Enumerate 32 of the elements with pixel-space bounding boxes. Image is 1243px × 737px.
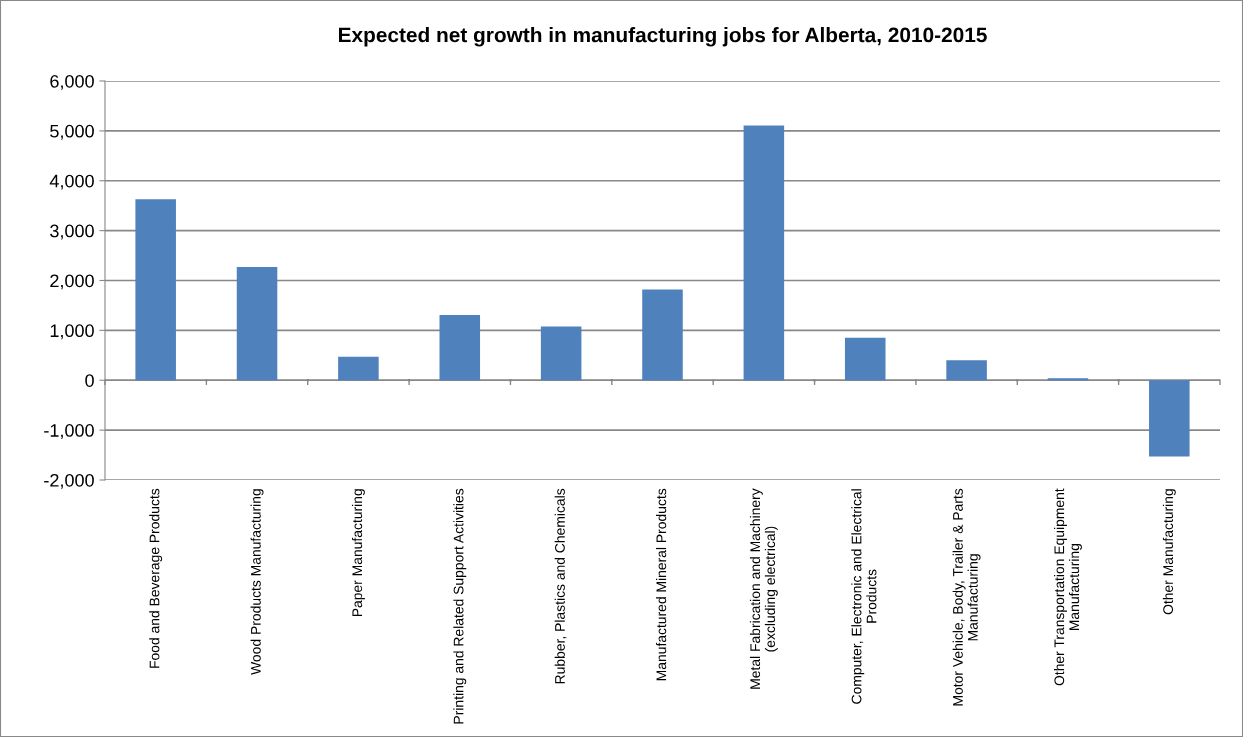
bar <box>743 125 785 381</box>
x-tick-label: Wood Products Manufacturing <box>250 489 264 675</box>
y-tick-label: 1,000 <box>50 324 94 340</box>
bar <box>1149 380 1190 457</box>
y-tick-label: -2,000 <box>44 473 94 489</box>
y-tick-label: 4,000 <box>49 174 94 190</box>
y-tick-label: 5,000 <box>50 124 94 140</box>
y-tick-label: 6,000 <box>50 74 94 90</box>
x-tick-label: Rubber, Plastics and Chemicals <box>554 488 567 684</box>
y-tick-label: -1,000 <box>44 424 94 439</box>
x-tick-label: Manufactured Mineral Products <box>656 488 667 681</box>
y-tick-label: 3,000 <box>50 224 94 240</box>
bar <box>439 314 481 381</box>
bar <box>844 337 886 381</box>
bar <box>236 267 278 381</box>
bar <box>946 360 987 381</box>
bar <box>135 199 176 381</box>
bar <box>1047 378 1089 381</box>
x-tick-label: Motor Vehicle, Body, Trailer & Parts Manufacturing <box>952 488 981 706</box>
x-tick-label: Other Manufacturing <box>1162 489 1176 615</box>
bar <box>540 326 582 381</box>
bar <box>338 356 379 381</box>
x-tick-label: Computer, Electronic and Electrical Products <box>851 489 877 704</box>
x-tick-label: Paper Manufacturing <box>351 489 365 617</box>
x-tick-label: Printing and Related Support Activities <box>453 488 467 724</box>
x-tick-label: Other Transportation Equipment Manufacturing <box>1054 488 1082 686</box>
x-tick-label: Metal Fabrication and Machinery (excluding electrical) <box>749 488 778 689</box>
y-tick-label: 0 <box>85 374 94 387</box>
chart-title: Expected net growth in manufacturing jobs for Alberta, 2010-2015 <box>339 27 987 47</box>
bar <box>642 289 683 381</box>
y-tick-label: 2,000 <box>50 274 94 290</box>
x-tick-label: Food and Beverage Products <box>149 488 163 668</box>
